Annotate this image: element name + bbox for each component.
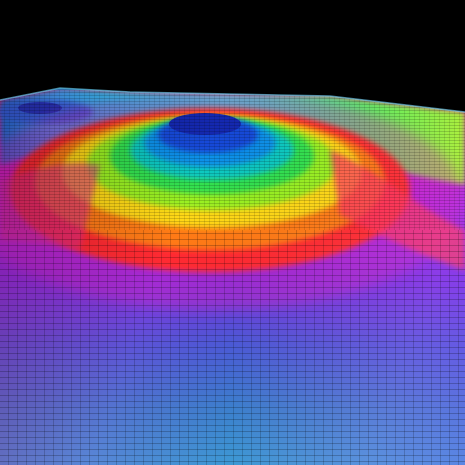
grid-near-texture [0,230,465,465]
terrain-surface [0,88,465,465]
grid-far-texture [0,90,465,230]
